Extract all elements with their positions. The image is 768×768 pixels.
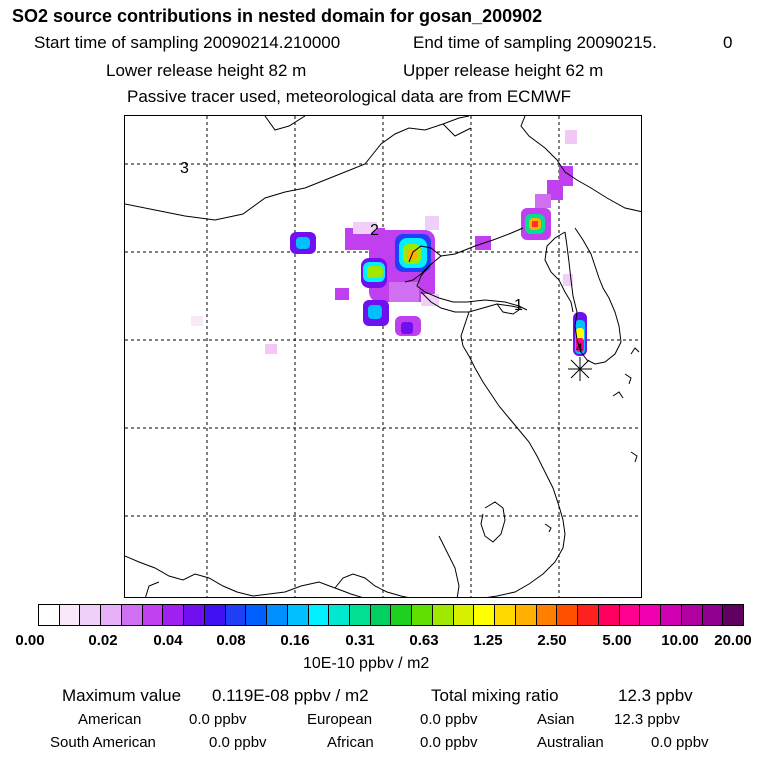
colorbar-tick: 0.63 bbox=[409, 632, 439, 649]
colorbar-swatch bbox=[329, 605, 351, 625]
colorbar-swatch bbox=[308, 605, 330, 625]
end-time-suffix: 0 bbox=[723, 33, 733, 52]
colorbar-tick: 0.00 bbox=[15, 632, 45, 649]
colorbar bbox=[38, 604, 744, 626]
colorbar-tick: 10.00 bbox=[661, 632, 699, 649]
colorbar-tick: 0.31 bbox=[345, 632, 375, 649]
max-value-label: Maximum value bbox=[62, 686, 182, 705]
max-value: 0.119E-08 ppbv / m2 bbox=[212, 686, 369, 705]
region-american-name: American bbox=[78, 711, 142, 728]
colorbar-swatch bbox=[59, 605, 81, 625]
region-label-3: 3 bbox=[180, 160, 189, 177]
colorbar-swatch bbox=[598, 605, 620, 625]
colorbar-swatch bbox=[350, 605, 371, 625]
colorbar-swatch bbox=[287, 605, 309, 625]
tracer-note: Passive tracer used, meteorological data… bbox=[127, 87, 572, 106]
colorbar-swatch bbox=[661, 605, 682, 625]
region-australian-name: Australian bbox=[537, 734, 604, 751]
total-mixing-ratio-label: Total mixing ratio bbox=[431, 686, 559, 705]
colorbar-swatch bbox=[640, 605, 662, 625]
colorbar-swatch bbox=[453, 605, 475, 625]
colorbar-tick: 1.25 bbox=[473, 632, 503, 649]
colorbar-swatch bbox=[246, 605, 268, 625]
region-european-name: European bbox=[307, 711, 373, 728]
region-label-2: 2 bbox=[370, 222, 379, 239]
region-american-value: 0.0 ppbv bbox=[189, 711, 247, 728]
region-asian-name: Asian bbox=[537, 711, 575, 728]
region-label-4: 4 bbox=[576, 341, 583, 355]
colorbar-tick: 5.00 bbox=[602, 632, 632, 649]
colorbar-swatch bbox=[723, 605, 743, 625]
upper-release-height: Upper release height 62 m bbox=[403, 61, 604, 80]
plot-title: SO2 source contributions in nested domai… bbox=[12, 6, 543, 26]
colorbar-tick: 0.02 bbox=[88, 632, 118, 649]
region-african-value: 0.0 ppbv bbox=[420, 734, 478, 751]
colorbar-swatch bbox=[370, 605, 392, 625]
end-time-label: End time of sampling 20090215. bbox=[413, 33, 657, 52]
colorbar-swatch bbox=[515, 605, 537, 625]
colorbar-swatch bbox=[536, 605, 558, 625]
colorbar-swatch bbox=[681, 605, 703, 625]
region-asian-value: 12.3 ppbv bbox=[614, 711, 680, 728]
region-label-1: 1 bbox=[514, 297, 523, 314]
colorbar-swatch bbox=[39, 605, 60, 625]
map-panel: 1 2 3 4 bbox=[124, 115, 642, 598]
colorbar-swatch bbox=[267, 605, 288, 625]
receptor-asterisk-icon bbox=[568, 357, 592, 381]
region-australian-value: 0.0 ppbv bbox=[651, 734, 709, 751]
colorbar-swatch bbox=[391, 605, 413, 625]
colorbar-tick: 0.08 bbox=[216, 632, 246, 649]
total-mixing-ratio-value: 12.3 ppbv bbox=[618, 686, 693, 705]
colorbar-swatch bbox=[702, 605, 724, 625]
colorbar-swatch bbox=[121, 605, 143, 625]
colorbar-swatch bbox=[204, 605, 226, 625]
region-south-american-name: South American bbox=[50, 734, 156, 751]
colorbar-swatch bbox=[578, 605, 599, 625]
colorbar-swatch bbox=[557, 605, 579, 625]
colorbar-swatch bbox=[101, 605, 122, 625]
colorbar-swatch bbox=[619, 605, 641, 625]
colorbar-tick: 0.16 bbox=[280, 632, 310, 649]
colorbar-units: 10E-10 ppbv / m2 bbox=[303, 655, 430, 672]
colorbar-swatch bbox=[163, 605, 185, 625]
start-time-label: Start time of sampling 20090214.210000 bbox=[34, 33, 341, 52]
colorbar-swatch bbox=[142, 605, 164, 625]
colorbar-swatch bbox=[80, 605, 102, 625]
colorbar-tick: 20.00 bbox=[714, 632, 752, 649]
region-european-value: 0.0 ppbv bbox=[420, 711, 478, 728]
colorbar-swatch bbox=[184, 605, 205, 625]
colorbar-tick: 0.04 bbox=[153, 632, 183, 649]
coastlines bbox=[125, 116, 641, 597]
map-svg: 1 2 3 4 bbox=[125, 116, 641, 597]
colorbar-swatch bbox=[495, 605, 516, 625]
lat-lon-grid bbox=[125, 116, 641, 597]
lower-release-height: Lower release height 82 m bbox=[106, 61, 307, 80]
region-african-name: African bbox=[327, 734, 374, 751]
region-south-american-value: 0.0 ppbv bbox=[209, 734, 267, 751]
colorbar-swatch bbox=[432, 605, 454, 625]
colorbar-swatch bbox=[474, 605, 496, 625]
colorbar-swatch bbox=[412, 605, 433, 625]
colorbar-tick: 2.50 bbox=[537, 632, 567, 649]
colorbar-swatch bbox=[225, 605, 247, 625]
